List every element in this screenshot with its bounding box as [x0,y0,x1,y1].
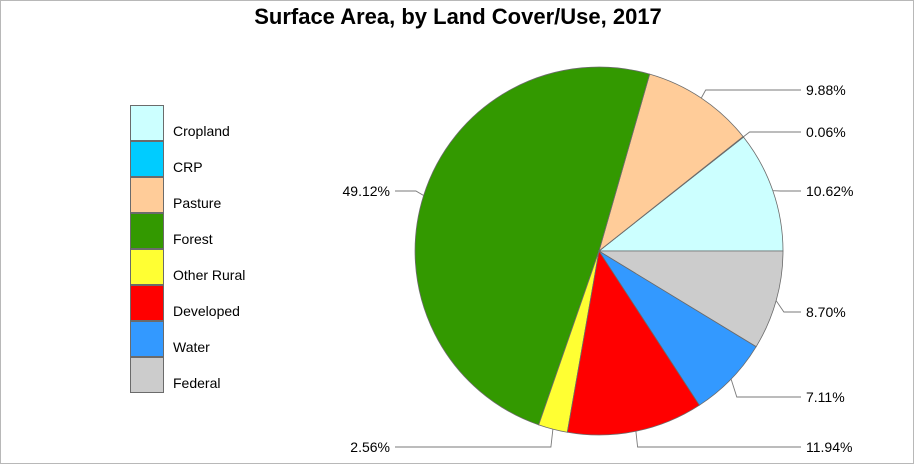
value-label-cropland: 10.62% [806,183,853,199]
legend-swatch-cropland [130,105,164,141]
value-label-developed: 11.94% [806,439,852,455]
legend-label-cropland: Cropland [173,123,230,139]
leader-line-federal [775,300,801,313]
leader-line-other-rural [395,429,554,448]
leader-line-water [730,378,801,398]
leader-line-crp [743,131,801,138]
legend-swatch-other-rural [130,249,164,285]
slice-pasture [598,73,744,253]
slice-developed [566,249,700,436]
slice-federal [597,250,784,348]
value-label-other-rural: 2.56% [350,439,390,455]
legend-swatch-federal [130,357,164,393]
value-label-pasture: 9.88% [806,82,846,98]
legend-label-forest: Forest [173,231,213,247]
legend-swatch-pasture [130,177,164,213]
pie-leader-lines [395,89,801,448]
slice-forest [414,66,651,426]
legend-swatch-crp [130,141,164,177]
legend-swatch-developed [130,285,164,321]
legend-label-federal: Federal [173,375,221,391]
leader-line-developed [635,431,801,448]
pie-slices [414,66,784,436]
value-label-forest: 49.12% [343,183,390,199]
slice-cropland [597,136,784,252]
leader-line-forest [395,190,424,196]
leader-line-pasture [700,89,801,99]
value-label-water: 7.11% [806,389,845,405]
value-label-federal: 8.70% [806,304,846,320]
legend-label-pasture: Pasture [173,195,222,211]
legend-swatch-water [130,321,164,357]
legend-label-water: Water [173,339,210,355]
value-label-crp: 0.06% [806,124,846,140]
pie-value-labels: 10.62% 0.06% 9.88% 49.12% 2.56% 11.94% 7.11% 8.… [343,82,854,455]
legend-label-crp: CRP [173,159,203,175]
legend-label-other-rural: Other Rural [173,267,246,283]
legend-label-developed: Developed [173,303,240,319]
chart-title: Surface Area, by Land Cover/Use, 2017 [254,4,662,29]
legend-swatch-forest [130,213,164,249]
